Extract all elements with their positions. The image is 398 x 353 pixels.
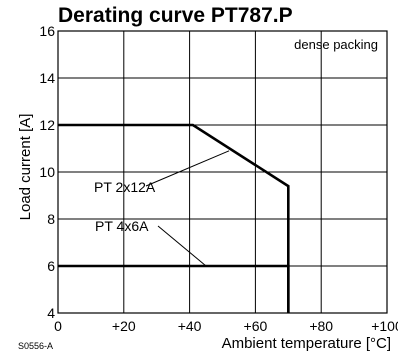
x-axis-ticks: 0 +20 +40 +60 +80 +100 (54, 318, 398, 334)
y-tick-label: 14 (39, 70, 55, 86)
series-label-pt-4x6a: PT 4x6A (95, 218, 149, 234)
dense-packing-note: dense packing (294, 37, 378, 52)
y-tick-label: 16 (39, 23, 55, 39)
series-group (58, 123, 290, 313)
y-tick-label: 8 (47, 211, 55, 227)
y-tick-label: 6 (47, 258, 55, 274)
y-tick-label: 12 (39, 117, 55, 133)
plot-frame (57, 30, 388, 314)
callout-leader-0 (145, 150, 230, 187)
y-axis-ticks: 4 6 8 10 12 14 16 (39, 23, 55, 321)
y-tick-label: 10 (39, 164, 55, 180)
series-line-pt-4x6a (58, 264, 290, 313)
x-tick-label: +60 (244, 318, 268, 334)
chart-title: Derating curve PT787.P (58, 4, 293, 27)
x-tick-label: +40 (178, 318, 202, 334)
y-axis-label: Load current [A] (17, 114, 34, 221)
figure-code: S0556-A (18, 341, 53, 351)
callout-leader-1 (157, 225, 207, 267)
callouts: PT 2x12A PT 4x6A (94, 150, 230, 267)
x-tick-label: 0 (54, 318, 62, 334)
x-tick-label: +100 (371, 318, 398, 334)
x-tick-label: +20 (112, 318, 136, 334)
y-tick-label: 4 (47, 305, 55, 321)
series-label-pt-2x12a: PT 2x12A (94, 179, 156, 195)
grid (58, 31, 387, 313)
x-tick-label: +80 (309, 318, 333, 334)
x-axis-label: Ambient temperature [°C] (222, 335, 391, 352)
series-line-pt-2x12a (58, 123, 290, 313)
